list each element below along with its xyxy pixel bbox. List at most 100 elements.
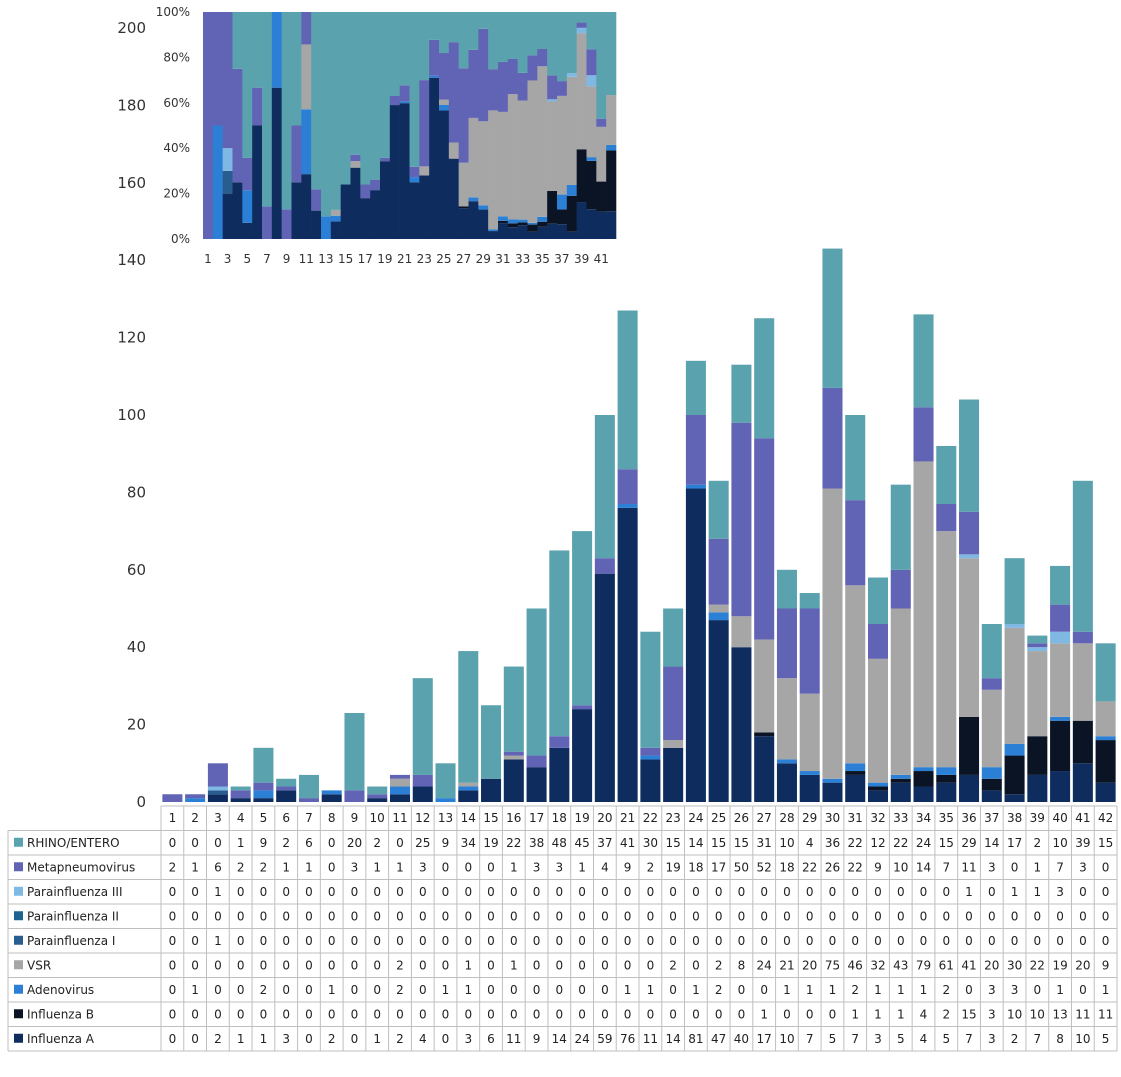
x-category-label: 17 xyxy=(529,811,544,825)
inset-bar-segment xyxy=(557,224,568,239)
legend-label: Adenovirus xyxy=(27,983,94,997)
table-cell: 0 xyxy=(715,934,723,948)
inset-x-tick-label: 1 xyxy=(204,252,212,266)
legend-swatch xyxy=(14,1033,23,1043)
legend-swatch xyxy=(14,911,23,921)
bar-segment xyxy=(389,794,411,802)
x-category-label: 14 xyxy=(461,811,476,825)
table-cell: 0 xyxy=(305,1032,313,1046)
table-cell: 2 xyxy=(396,958,404,972)
bar-segment xyxy=(230,786,251,791)
inset-bar-segment xyxy=(429,12,440,40)
inset-x-tick-label: 41 xyxy=(594,252,609,266)
inset-x-tick-label: 23 xyxy=(417,252,432,266)
table-cell: 0 xyxy=(510,885,518,899)
inset-bar-segment xyxy=(380,161,391,239)
table-cell: 6 xyxy=(305,836,313,850)
table-cell: 0 xyxy=(169,934,177,948)
bar-segment xyxy=(572,709,593,802)
table-cell: 0 xyxy=(328,958,336,972)
inset-bar-segment xyxy=(271,12,282,88)
bar-segment xyxy=(776,759,797,764)
inset-bar-segment xyxy=(566,12,577,74)
x-category-label: 36 xyxy=(961,811,976,825)
bar-segment xyxy=(230,798,251,802)
inset-bar-segment xyxy=(252,12,263,88)
bar-segment xyxy=(1027,635,1048,644)
table-cell: 0 xyxy=(578,885,586,899)
inset-bar-segment xyxy=(537,49,548,67)
bar-segment xyxy=(1072,643,1093,721)
y-tick-label: 0 xyxy=(136,793,146,811)
inset-bar-segment xyxy=(576,33,587,150)
table-cell: 0 xyxy=(942,885,950,899)
table-cell: 7 xyxy=(1056,860,1064,874)
table-cell: 1 xyxy=(1033,885,1041,899)
table-cell: 0 xyxy=(760,983,768,997)
table-cell: 2 xyxy=(851,983,859,997)
x-category-label: 16 xyxy=(506,811,521,825)
inset-bar-segment xyxy=(409,182,420,239)
bar-segment xyxy=(367,786,388,795)
x-category-label: 42 xyxy=(1098,811,1113,825)
inset-bar-segment xyxy=(557,194,568,210)
bar-segment xyxy=(253,782,274,791)
legend-label: Influenza B xyxy=(27,1007,94,1021)
table-cell: 0 xyxy=(1079,885,1087,899)
inset-bar-segment xyxy=(507,227,518,239)
bar-segment xyxy=(321,790,342,795)
inset-bar-segment xyxy=(281,209,292,239)
inset-bar-segment xyxy=(547,75,558,100)
inset-x-tick-label: 11 xyxy=(299,252,314,266)
table-cell: 0 xyxy=(692,1007,700,1021)
x-category-label: 41 xyxy=(1075,811,1090,825)
table-cell: 24 xyxy=(916,836,931,850)
bar-segment xyxy=(526,608,547,756)
x-category-label: 6 xyxy=(282,811,290,825)
inset-bar-segment xyxy=(547,99,558,102)
x-category-label: 23 xyxy=(665,811,680,825)
bar-segment xyxy=(867,782,889,787)
table-cell: 17 xyxy=(1007,836,1022,850)
inset-bar-segment xyxy=(242,190,253,223)
inset-bar-segment xyxy=(311,210,322,240)
table-cell: 1 xyxy=(920,983,928,997)
bar-segment xyxy=(503,755,524,760)
table-cell: 3 xyxy=(988,1032,996,1046)
inset-bar-segment xyxy=(498,223,509,239)
table-cell: 1 xyxy=(578,860,586,874)
inset-bar-segment xyxy=(242,157,253,191)
table-cell: 0 xyxy=(851,909,859,923)
bar-segment xyxy=(890,608,911,775)
bar-segment xyxy=(1004,558,1025,624)
table-cell: 0 xyxy=(555,934,563,948)
table-cell: 0 xyxy=(897,909,905,923)
inset-bar-segment xyxy=(409,177,420,183)
inset-bar-segment xyxy=(488,231,499,239)
table-cell: 0 xyxy=(942,909,950,923)
table-cell: 10 xyxy=(1052,836,1067,850)
table-cell: 3 xyxy=(533,860,541,874)
table-cell: 48 xyxy=(552,836,567,850)
table-cell: 1 xyxy=(282,860,290,874)
table-cell: 0 xyxy=(396,1007,404,1021)
inset-bar-segment xyxy=(488,12,499,70)
table-cell: 3 xyxy=(988,1007,996,1021)
inset-bar-segment xyxy=(271,87,282,239)
inset-bar-segment xyxy=(439,99,450,105)
table-cell: 0 xyxy=(578,983,586,997)
table-cell: 9 xyxy=(1102,958,1110,972)
table-cell: 0 xyxy=(1011,909,1019,923)
table-cell: 0 xyxy=(305,958,313,972)
table-cell: 1 xyxy=(260,1032,268,1046)
table-cell: 0 xyxy=(533,1007,541,1021)
inset-x-tick-label: 9 xyxy=(283,252,291,266)
bar-segment xyxy=(1072,763,1093,802)
table-cell: 11 xyxy=(1098,1007,1113,1021)
table-cell: 1 xyxy=(214,885,222,899)
inset-bar-segment xyxy=(203,12,214,239)
inset-bar-segment xyxy=(311,189,322,211)
table-cell: 0 xyxy=(555,958,563,972)
inset-bar-segment xyxy=(566,76,577,185)
x-category-label: 40 xyxy=(1052,811,1067,825)
